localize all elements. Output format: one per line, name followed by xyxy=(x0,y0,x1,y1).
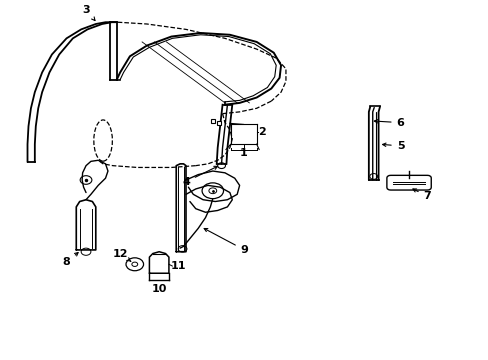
Text: 5: 5 xyxy=(382,141,404,151)
Text: 1: 1 xyxy=(239,148,247,158)
Text: 10: 10 xyxy=(151,284,166,294)
Text: 8: 8 xyxy=(62,253,78,267)
Text: 3: 3 xyxy=(82,5,95,21)
Text: 7: 7 xyxy=(412,189,430,201)
Text: 11: 11 xyxy=(171,261,186,271)
Text: 12: 12 xyxy=(112,248,130,261)
Text: 2: 2 xyxy=(257,127,265,136)
Text: 9: 9 xyxy=(204,229,248,255)
Text: 4: 4 xyxy=(182,166,217,187)
Text: 6: 6 xyxy=(373,118,404,128)
